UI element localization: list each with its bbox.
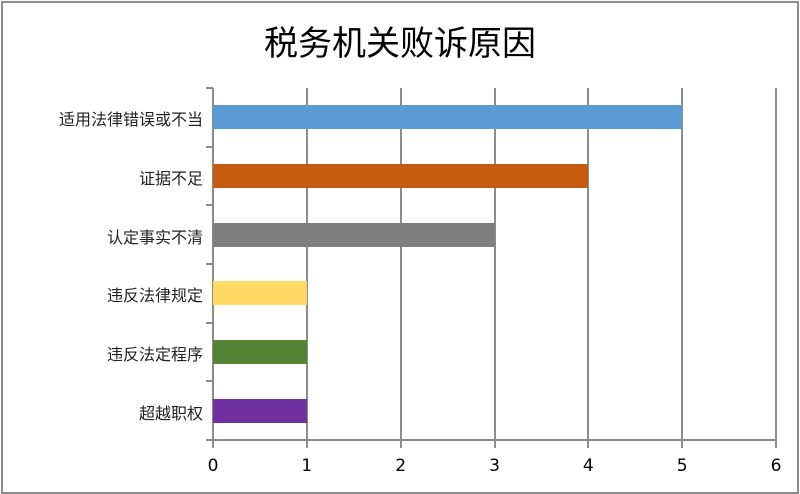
y-tick — [206, 321, 213, 324]
gridline — [493, 88, 496, 440]
x-tick-label: 0 — [207, 456, 219, 476]
x-tick-label: 5 — [676, 456, 688, 476]
bar — [213, 164, 589, 188]
bar — [213, 222, 495, 247]
y-category-label: 证据不足 — [138, 169, 203, 188]
x-tick-label: 2 — [395, 456, 407, 476]
x-tick-label: 6 — [770, 456, 782, 476]
x-tick — [775, 440, 777, 448]
chart-title: 税务机关败诉原因 — [264, 24, 536, 64]
y-axis — [212, 88, 214, 440]
y-tick — [206, 87, 213, 89]
x-tick-label: 3 — [489, 456, 500, 476]
x-tick — [681, 440, 684, 448]
bar — [213, 340, 307, 364]
gridline — [775, 88, 777, 440]
x-tick — [399, 440, 402, 448]
gridline — [681, 88, 684, 440]
y-category-label: 超越职权 — [138, 403, 203, 423]
plot-area: 0 1 2 3 4 5 6 — [206, 87, 781, 476]
bar — [213, 281, 307, 306]
x-tick — [493, 440, 496, 448]
y-tick — [206, 439, 213, 441]
gridline — [399, 88, 402, 440]
y-category-label: 适用法律错误或不当 — [58, 110, 203, 130]
x-tick — [212, 440, 214, 448]
x-tick-label: 1 — [301, 456, 313, 476]
x-tick — [587, 440, 590, 448]
y-tick — [206, 263, 213, 265]
y-category-label: 违反法定程序 — [106, 345, 203, 364]
gridline — [305, 88, 308, 440]
y-tick — [206, 145, 213, 148]
y-tick — [206, 380, 213, 383]
y-category-label: 违反法律规定 — [106, 286, 203, 306]
bar — [213, 398, 307, 423]
y-tick — [206, 204, 213, 207]
x-tick — [305, 440, 308, 448]
gridline — [587, 88, 590, 440]
bar — [213, 105, 683, 130]
x-tick-label: 4 — [582, 456, 594, 476]
y-category-label: 认定事实不清 — [106, 227, 203, 247]
